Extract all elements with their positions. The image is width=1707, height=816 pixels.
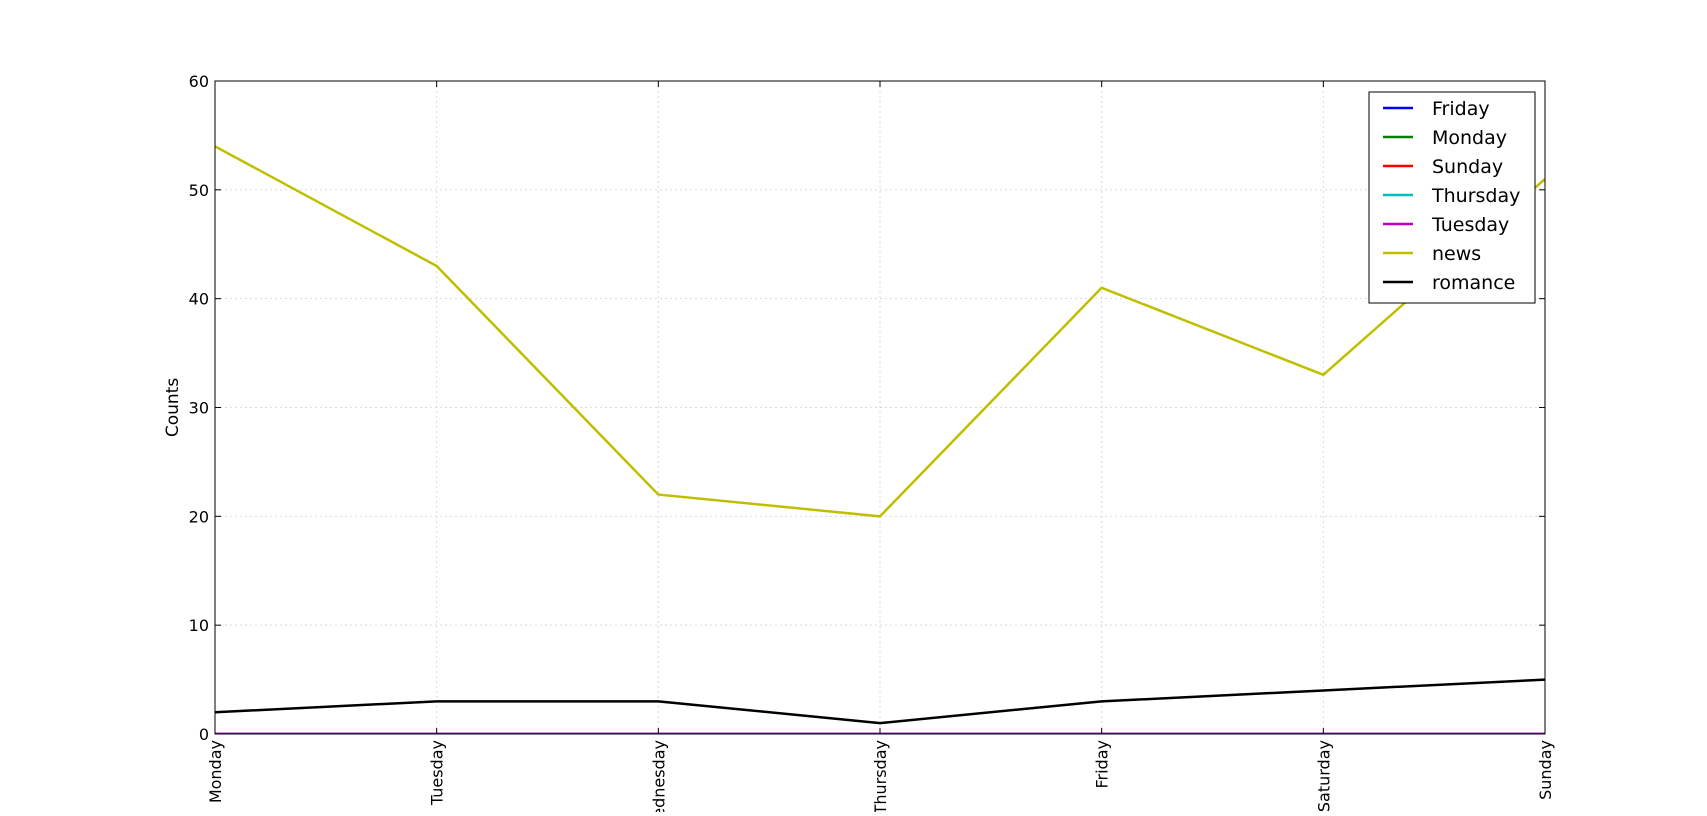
x-tick-label: Sunday (1536, 740, 1555, 800)
legend-label-thursday: Thursday (1431, 185, 1520, 207)
series-lines (215, 145, 1545, 734)
series-group (215, 145, 1545, 734)
y-axis-label: Counts (163, 378, 183, 437)
y-tick-label: 20 (189, 507, 209, 526)
grid (214, 80, 1546, 735)
legend-label-sunday: Sunday (1432, 156, 1503, 178)
y-tick-label: 40 (189, 290, 209, 309)
y-tick-label: 10 (189, 616, 209, 635)
y-tick-label: 30 (189, 399, 209, 418)
legend-label-tuesday: Tuesday (1431, 214, 1509, 236)
x-tick-label: Wednesday (649, 740, 668, 812)
legend-label-romance: romance (1432, 272, 1515, 294)
x-tick-label: Monday (206, 740, 225, 803)
legend-label-friday: Friday (1432, 98, 1490, 120)
y-tick-label: 50 (189, 181, 209, 200)
x-tick-label: Friday (1093, 740, 1112, 789)
legend-label-news: news (1432, 243, 1481, 265)
series-line-romance (215, 678, 1545, 725)
series-line-news (215, 145, 1545, 518)
ticks: 0 10 20 30 40 50 60 Monday Tuesday Wednesday Thurs… (189, 72, 1555, 816)
y-tick-label: 0 (199, 725, 209, 744)
x-tick-label: Tuesday (428, 740, 447, 806)
x-tick-label: Thursday (871, 740, 890, 812)
legend-label-monday: Monday (1432, 127, 1507, 149)
y-tick-label: 60 (189, 72, 209, 91)
legend-box (1368, 91, 1536, 304)
legend: Friday Monday Sunday Thursday Tuesday news rom… (1368, 91, 1536, 304)
x-tick-label: Saturday (1314, 740, 1333, 812)
